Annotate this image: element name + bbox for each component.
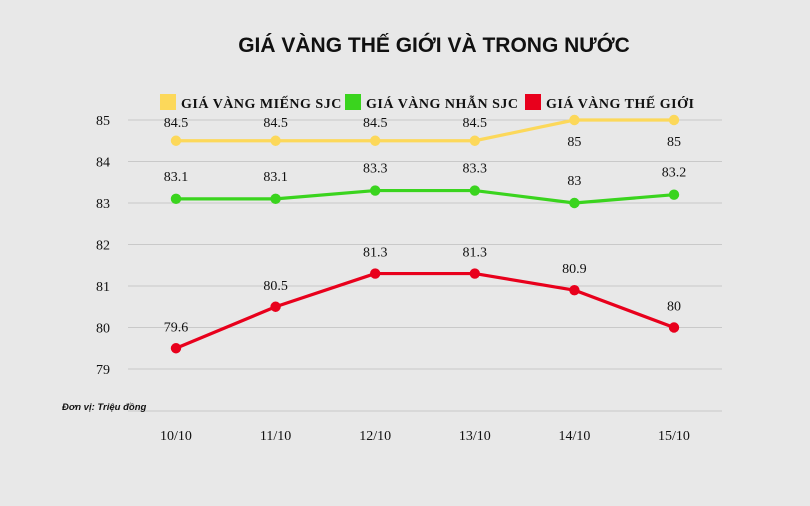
y-tick-81: 81 — [96, 280, 110, 295]
series-3-point-5 — [569, 284, 580, 296]
series-3-label-6: 80 — [667, 300, 681, 315]
series-3-label-3: 81.3 — [363, 246, 388, 261]
legend-swatch-1 — [160, 94, 176, 110]
series-1-point-5 — [569, 114, 580, 126]
series-1-line — [176, 118, 674, 143]
series-2-label-2: 83.1 — [263, 170, 288, 185]
series-2: 83.1 83.1 83.3 83.3 83 83.2 — [164, 162, 687, 209]
x-tick-15-10: 15/10 — [658, 429, 690, 444]
y-tick-80: 80 — [96, 322, 110, 337]
series-3-point-1 — [170, 343, 182, 354]
series-2-point-2 — [270, 193, 281, 205]
unit-note: Đơn vị: Triệu đồng — [62, 402, 147, 413]
series-3-point-4 — [469, 268, 480, 279]
y-tick-84: 84 — [96, 156, 110, 171]
legend-swatch-3 — [525, 94, 541, 110]
series-2-label-4: 83.3 — [463, 162, 488, 177]
series-1-point-6 — [668, 114, 680, 126]
series-1-point-2 — [270, 135, 281, 146]
series-2-point-1 — [170, 193, 182, 205]
series-1-label-4: 84.5 — [463, 116, 488, 131]
x-tick-12-10: 12/10 — [359, 429, 391, 444]
series-3-point-2 — [270, 301, 281, 312]
x-tick-10-10: 10/10 — [160, 429, 192, 444]
series-1-label-1: 84.5 — [164, 116, 189, 131]
series-2-label-3: 83.3 — [363, 162, 388, 177]
series-2-label-1: 83.1 — [164, 170, 189, 185]
y-tick-79: 79 — [96, 363, 110, 378]
series-1: 84.5 84.5 84.5 84.5 85 85 — [164, 114, 681, 150]
series-1-point-4 — [469, 135, 480, 146]
legend: GIÁ VÀNG MIẾNG SJC GIÁ VÀNG NHẪN SJC GIÁ V… — [160, 94, 694, 112]
series-2-point-5 — [569, 197, 580, 209]
y-tick-82: 82 — [96, 239, 110, 254]
gridlines — [128, 119, 722, 412]
legend-swatch-2 — [345, 94, 361, 110]
series-1-label-2: 84.5 — [263, 116, 288, 131]
x-axis-ticks: 10/10 11/10 12/10 13/10 14/10 15/10 — [160, 429, 690, 444]
series-1-label-3: 84.5 — [363, 116, 388, 131]
series-3: 79.6 80.5 81.3 81.3 80.9 80 — [164, 246, 681, 354]
legend-label-1: GIÁ VÀNG MIẾNG SJC — [181, 95, 342, 112]
series-2-point-6 — [668, 189, 680, 200]
series-1-label-5: 85 — [567, 135, 581, 150]
legend-label-2: GIÁ VÀNG NHẪN SJC — [366, 94, 519, 112]
legend-label-3: GIÁ VÀNG THẾ GIỚI — [546, 95, 694, 112]
series-3-label-5: 80.9 — [562, 262, 587, 277]
x-tick-14-10: 14/10 — [558, 429, 590, 444]
series-3-label-4: 81.3 — [463, 246, 488, 261]
y-tick-83: 83 — [96, 197, 110, 212]
series-2-label-6: 83.2 — [662, 166, 687, 181]
series-1-point-3 — [370, 135, 381, 146]
chart-title: GIÁ VÀNG THẾ GIỚI VÀ TRONG NƯỚC — [238, 33, 630, 57]
series-3-label-2: 80.5 — [263, 279, 288, 294]
x-tick-13-10: 13/10 — [459, 429, 491, 444]
series-1-point-1 — [170, 135, 182, 146]
series-2-point-4 — [469, 185, 480, 196]
y-tick-85: 85 — [96, 114, 110, 129]
series-1-label-6: 85 — [667, 135, 681, 150]
y-axis-ticks: 79 80 81 82 83 84 85 — [96, 114, 110, 378]
x-tick-11-10: 11/10 — [260, 429, 291, 444]
series-3-point-6 — [668, 322, 680, 333]
series-2-label-5: 83 — [567, 174, 581, 189]
series-3-point-3 — [370, 268, 381, 279]
series-3-label-1: 79.6 — [164, 320, 189, 335]
series-2-line — [176, 188, 675, 205]
series-3-line — [175, 271, 675, 350]
series-2-point-3 — [370, 185, 381, 196]
